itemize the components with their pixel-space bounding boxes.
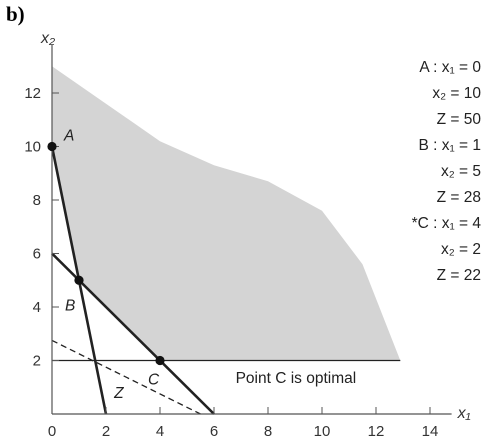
y-tick-label: 10 xyxy=(24,139,41,156)
y-tick-label: 6 xyxy=(33,246,41,263)
y-tick-label: 12 xyxy=(24,85,41,102)
x-tick-label: 10 xyxy=(314,423,331,440)
annotation-line: A : x₁ = 0 xyxy=(419,59,481,76)
x-tick-label: 8 xyxy=(264,423,272,440)
annotation-line: x₂ = 10 xyxy=(432,85,481,102)
x-tick-label: 0 xyxy=(48,423,56,440)
annotation-line: B : x₁ = 1 xyxy=(418,137,481,154)
point-label-a: A xyxy=(63,128,74,145)
annotation-line: Z = 28 xyxy=(437,189,481,206)
x-tick-label: 14 xyxy=(422,423,439,440)
annotation-line: *C : x₁ = 4 xyxy=(412,215,482,232)
x-tick-label: 2 xyxy=(102,423,110,440)
optimal-note: Point C is optimal xyxy=(236,370,357,387)
y-tick-label: 2 xyxy=(33,353,41,370)
axes-layer: 0 2 4 6 8 10 12 14 2 4 6 8 10 12 x₁ x₂ xyxy=(24,30,470,440)
y-tick-label: 4 xyxy=(33,299,41,316)
annotation-line: Z = 22 xyxy=(437,267,481,284)
panel-label: b) xyxy=(6,2,25,26)
annotations-layer: A : x₁ = 0 x₂ = 10 Z = 50 B : x₁ = 1 x₂ = 5 Z… xyxy=(236,59,482,387)
y-tick-label: 8 xyxy=(33,192,41,209)
point-label-c: C xyxy=(148,372,160,389)
feasible-region-layer xyxy=(52,66,401,361)
point-label-b: B xyxy=(65,297,75,314)
point-b xyxy=(74,275,84,285)
series-line-4 xyxy=(51,339,201,415)
objective-line-label: Z xyxy=(113,385,124,402)
x-tick-label: 12 xyxy=(368,423,385,440)
x-tick-label: 4 xyxy=(156,423,164,440)
x-axis-title: x₁ xyxy=(457,405,471,422)
point-a xyxy=(47,141,57,152)
annotation-line: x₂ = 5 xyxy=(441,163,481,180)
feasible-region xyxy=(52,66,401,361)
point-c xyxy=(155,355,165,366)
points-layer: A B C Z xyxy=(47,128,165,402)
annotation-line: x₂ = 2 xyxy=(441,241,481,258)
y-axis-title: x₂ xyxy=(40,30,55,47)
annotation-line: Z = 50 xyxy=(437,111,482,128)
x-tick-label: 6 xyxy=(210,423,218,440)
